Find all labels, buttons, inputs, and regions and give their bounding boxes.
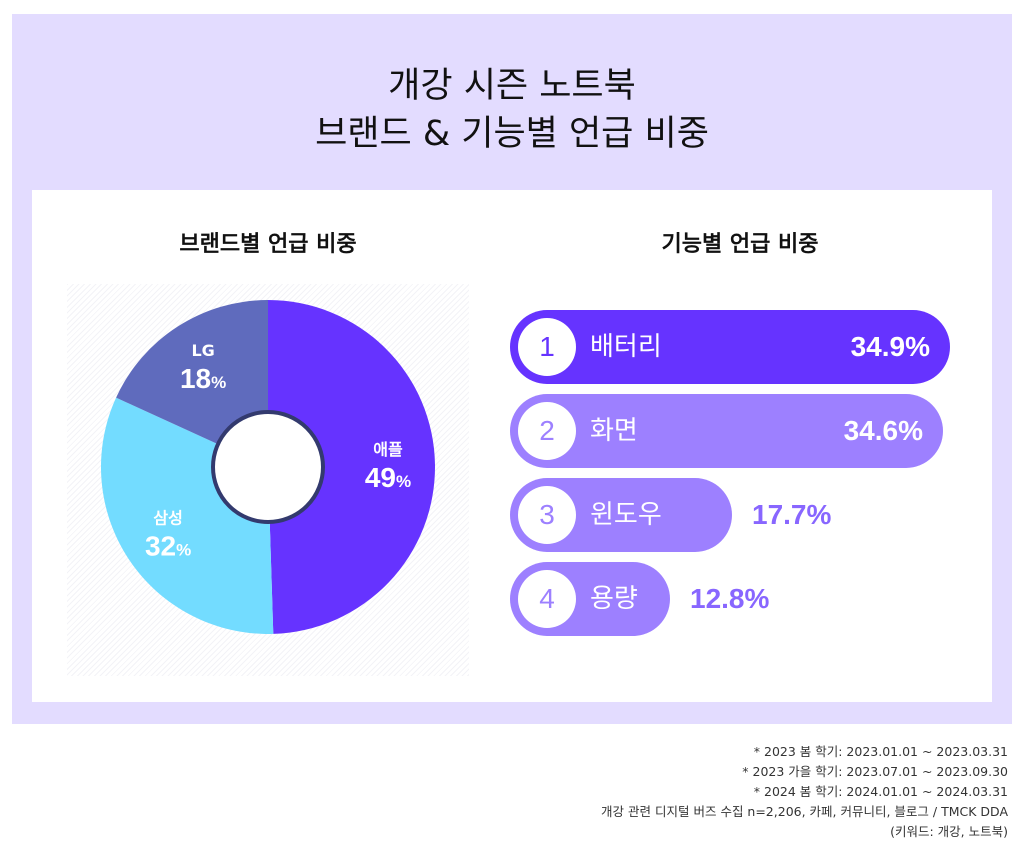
pie-label-name-1: 애플: [373, 440, 403, 459]
pie-label-value-3: 18%: [180, 363, 226, 394]
bar-rank-3: 3: [518, 486, 576, 544]
pie-label-1: 애플 49%: [365, 440, 411, 493]
bar-rank-1: 1: [518, 318, 576, 376]
pie-label-name-2: 삼성: [153, 508, 182, 527]
footnote-line-2: * 2023 가을 학기: 2023.07.01 ~ 2023.09.30: [742, 764, 1008, 779]
pie-center-hole: [211, 410, 325, 524]
bar-category-1: 배터리: [590, 332, 662, 362]
header-banner: 개강 시즌 노트북 브랜드 & 기능별 언급 비중 브랜드별 언급 비중 애플 4…: [12, 14, 1012, 724]
bar-3: 3 윈도우: [510, 478, 732, 552]
bar-value-label-4: 12.8%: [690, 583, 770, 614]
pie-label-2: 삼성 32%: [145, 508, 191, 561]
bar-category-3: 윈도우: [590, 500, 662, 530]
bar-4: 4 용량: [510, 562, 670, 636]
footnote-line-5: (키워드: 개강, 노트북): [890, 824, 1008, 839]
bar-1: 1 배터리 34.9%: [510, 310, 950, 384]
bar-category-4: 용량: [590, 584, 638, 614]
bar-chart-title: 기능별 언급 비중: [661, 232, 819, 257]
bar-value-label-2: 34.6%: [843, 415, 923, 446]
bar-value-label-1: 34.9%: [850, 331, 930, 362]
bar-category-2: 화면: [590, 416, 638, 446]
footnotes: * 2023 봄 학기: 2023.01.01 ~ 2023.03.31 * 20…: [601, 742, 1008, 842]
pie-label-3: LG 18%: [180, 341, 226, 394]
main-title: 개강 시즌 노트북 브랜드 & 기능별 언급 비중: [12, 62, 1012, 158]
brand-pie-chart: 애플 49% 삼성 32% LG 18%: [100, 300, 436, 634]
footnote-line-1: * 2023 봄 학기: 2023.01.01 ~ 2023.03.31: [753, 744, 1008, 759]
main-title-line-1: 개강 시즌 노트북: [388, 66, 636, 106]
bar-value-label-3: 17.7%: [752, 499, 832, 530]
pie-label-value-2: 32%: [145, 530, 191, 561]
main-title-line-2: 브랜드 & 기능별 언급 비중: [315, 114, 709, 154]
bar-rank-4: 4: [518, 570, 576, 628]
footnote-line-4: 개강 관련 디지털 버즈 수집 n=2,206, 카페, 커뮤니티, 블로그 /…: [601, 804, 1008, 819]
pie-chart-area: 애플 49% 삼성 32% LG 18%: [67, 284, 469, 676]
bar-rank-2: 2: [518, 402, 576, 460]
pie-label-value-1: 49%: [365, 462, 411, 493]
bar-2: 2 화면 34.6%: [510, 394, 943, 468]
pie-label-name-3: LG: [191, 341, 214, 360]
feature-bar-chart: 1 배터리 34.9% 2 화면 34.6% 3 윈도우 17.7% 4 용량 12.8%: [510, 310, 970, 650]
chart-panel: 브랜드별 언급 비중 애플 49% 삼성 32% LG 18% 기능별 언급 비중 1 배터…: [32, 190, 992, 702]
footnote-line-3: * 2024 봄 학기: 2024.01.01 ~ 2024.03.31: [753, 784, 1008, 799]
pie-slice-1: [268, 300, 436, 634]
pie-chart-title: 브랜드별 언급 비중: [179, 232, 357, 257]
